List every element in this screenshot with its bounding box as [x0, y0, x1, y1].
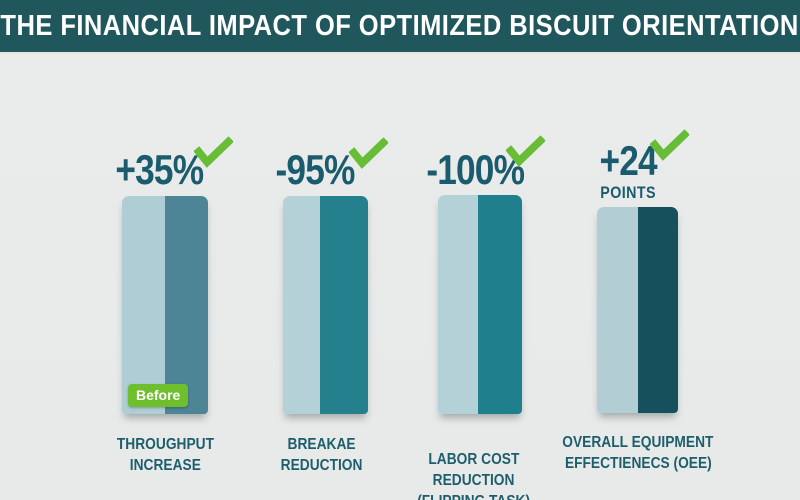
bar-after-segment — [320, 196, 368, 414]
bar-before-segment — [283, 196, 321, 414]
page-title: THE FINANCIAL IMPACT OF OPTIMIZED BISCUI… — [0, 9, 800, 42]
bar-breakage — [283, 196, 368, 414]
bar-label-labor-cost: LABOR COST REDUCTION (FLIPPING TASK) — [418, 451, 531, 500]
bar-label-breakage: BREAKAE REDUCTION — [281, 436, 363, 474]
stat-value-breakage: -95% — [275, 146, 355, 193]
bar-after-segment — [478, 195, 522, 414]
bar-labor-cost — [438, 195, 522, 414]
header-banner: THE FINANCIAL IMPACT OF OPTIMIZED BISCUI… — [0, 0, 800, 54]
checkmark-icon — [193, 135, 234, 169]
bar-oee — [597, 207, 678, 413]
stat-value-throughput: +35% — [115, 146, 204, 193]
checkmark-icon — [505, 134, 546, 168]
stat-value-oee: +24 POINTS — [558, 140, 698, 203]
stat-points-suffix: POINTS — [600, 183, 656, 202]
bar-before-segment — [122, 196, 165, 414]
bar-before-segment — [597, 207, 638, 413]
stat-value-labor: -100% — [426, 146, 525, 193]
bar-throughput — [122, 196, 208, 414]
before-badge: Before — [128, 384, 189, 407]
bar-label-oee: OVERALL EQUIPMENT EFFECTIENECS (OEE) — [562, 434, 714, 472]
bar-after-segment — [165, 196, 208, 414]
bar-before-segment — [438, 195, 479, 414]
bar-after-segment — [637, 207, 678, 413]
checkmark-icon — [649, 128, 690, 162]
bar-label-throughput: THROUGHPUT INCREASE — [116, 436, 214, 474]
checkmark-icon — [348, 136, 389, 170]
